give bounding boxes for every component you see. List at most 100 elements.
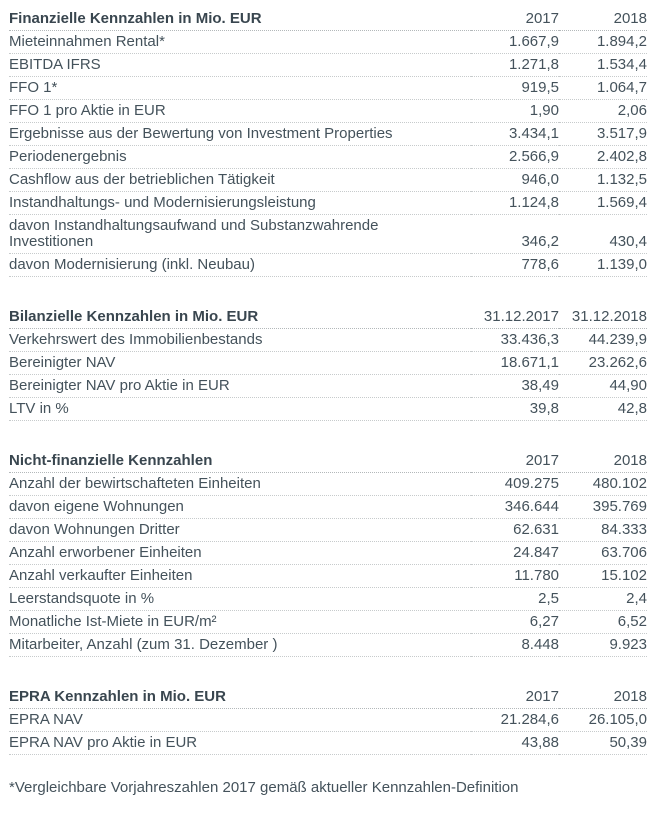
row-label: Leerstandsquote in % bbox=[9, 587, 471, 611]
row-value-col1: 11.780 bbox=[471, 564, 559, 588]
row-label: Bereinigter NAV pro Aktie in EUR bbox=[9, 374, 471, 398]
section-header-row: Nicht-finanzielle Kennzahlen 2017 2018 bbox=[9, 450, 647, 473]
row-value-col2: 15.102 bbox=[559, 564, 647, 588]
table-head: Bilanzielle Kennzahlen in Mio. EUR 31.12.… bbox=[9, 306, 647, 329]
row-value-col2: 395.769 bbox=[559, 495, 647, 519]
table-head: EPRA Kennzahlen in Mio. EUR 2017 2018 bbox=[9, 686, 647, 709]
row-label: davon eigene Wohnungen bbox=[9, 495, 471, 519]
row-value-col2: 2,06 bbox=[559, 99, 647, 123]
table-body: Verkehrswert des Immobilienbestands 33.43… bbox=[9, 328, 647, 421]
row-value-col2: 2.402,8 bbox=[559, 145, 647, 169]
row-label: EBITDA IFRS bbox=[9, 53, 471, 77]
row-value-col2: 42,8 bbox=[559, 397, 647, 421]
row-label: Ergebnisse aus der Bewertung von Investm… bbox=[9, 122, 471, 146]
row-value-col2: 84.333 bbox=[559, 518, 647, 542]
row-value-col1: 8.448 bbox=[471, 633, 559, 657]
table-row: Anzahl verkaufter Einheiten 11.780 15.102 bbox=[9, 564, 647, 588]
column-header: 2017 bbox=[471, 450, 559, 473]
kpi-table: Bilanzielle Kennzahlen in Mio. EUR 31.12.… bbox=[9, 306, 647, 421]
row-label: davon Modernisierung (inkl. Neubau) bbox=[9, 253, 471, 277]
row-value-col1: 33.436,3 bbox=[471, 328, 559, 352]
footnote: *Vergleichbare Vorjahreszahlen 2017 gemä… bbox=[9, 779, 519, 796]
kpi-table: EPRA Kennzahlen in Mio. EUR 2017 2018 EPRA … bbox=[9, 686, 647, 755]
table-head: Nicht-finanzielle Kennzahlen 2017 2018 bbox=[9, 450, 647, 473]
row-value-col2: 1.534,4 bbox=[559, 53, 647, 77]
row-value-col2: 44.239,9 bbox=[559, 328, 647, 352]
row-value-col2: 26.105,0 bbox=[559, 708, 647, 732]
table-head: Finanzielle Kennzahlen in Mio. EUR 2017 20… bbox=[9, 8, 647, 31]
row-label: davon Wohnungen Dritter bbox=[9, 518, 471, 542]
table-row: Monatliche Ist-Miete in EUR/m² 6,27 6,52 bbox=[9, 610, 647, 634]
table-row: Cashflow aus der betrieblichen Tätigkeit… bbox=[9, 168, 647, 192]
row-value-col1: 346,2 bbox=[471, 214, 559, 254]
table-row: Mitarbeiter, Anzahl (zum 31. Dezember ) 8… bbox=[9, 633, 647, 657]
table-row: EPRA NAV 21.284,6 26.105,0 bbox=[9, 708, 647, 732]
row-value-col1: 3.434,1 bbox=[471, 122, 559, 146]
table-row: Anzahl erworbener Einheiten 24.847 63.706 bbox=[9, 541, 647, 565]
report-sections: Finanzielle Kennzahlen in Mio. EUR 2017 20… bbox=[9, 8, 647, 755]
table-row: Bereinigter NAV pro Aktie in EUR 38,49 44,… bbox=[9, 374, 647, 398]
row-value-col2: 1.139,0 bbox=[559, 253, 647, 277]
row-value-col1: 43,88 bbox=[471, 731, 559, 755]
row-value-col1: 18.671,1 bbox=[471, 351, 559, 375]
section-header-row: Finanzielle Kennzahlen in Mio. EUR 2017 20… bbox=[9, 8, 647, 31]
row-value-col2: 3.517,9 bbox=[559, 122, 647, 146]
row-label: Anzahl der bewirtschafteten Einheiten bbox=[9, 472, 471, 496]
row-value-col2: 1.569,4 bbox=[559, 191, 647, 215]
row-value-col1: 1,90 bbox=[471, 99, 559, 123]
row-value-col1: 919,5 bbox=[471, 76, 559, 100]
table-row: Bereinigter NAV 18.671,1 23.262,6 bbox=[9, 351, 647, 375]
table-row: Ergebnisse aus der Bewertung von Investm… bbox=[9, 122, 647, 146]
table-row: FFO 1 pro Aktie in EUR 1,90 2,06 bbox=[9, 99, 647, 123]
row-value-col2: 63.706 bbox=[559, 541, 647, 565]
row-value-col1: 346.644 bbox=[471, 495, 559, 519]
column-header: 31.12.2017 bbox=[471, 306, 559, 329]
table-row: davon Instandhaltungsaufwand und Substan… bbox=[9, 214, 647, 254]
row-value-col1: 39,8 bbox=[471, 397, 559, 421]
row-label: Mieteinnahmen Rental* bbox=[9, 30, 471, 54]
row-value-col1: 409.275 bbox=[471, 472, 559, 496]
table-row: davon Modernisierung (inkl. Neubau) 778,6… bbox=[9, 253, 647, 277]
row-value-col2: 6,52 bbox=[559, 610, 647, 634]
row-value-col1: 1.124,8 bbox=[471, 191, 559, 215]
row-value-col2: 430,4 bbox=[559, 214, 647, 254]
table-row: LTV in % 39,8 42,8 bbox=[9, 397, 647, 421]
table-row: Leerstandsquote in % 2,5 2,4 bbox=[9, 587, 647, 611]
section-title: Bilanzielle Kennzahlen in Mio. EUR bbox=[9, 306, 471, 329]
row-label: Cashflow aus der betrieblichen Tätigkeit bbox=[9, 168, 471, 192]
row-label: Periodenergebnis bbox=[9, 145, 471, 169]
kpi-table: Finanzielle Kennzahlen in Mio. EUR 2017 20… bbox=[9, 8, 647, 277]
section-title: Nicht-finanzielle Kennzahlen bbox=[9, 450, 471, 473]
table-row: Instandhaltungs- und Modernisierungsleis… bbox=[9, 191, 647, 215]
row-value-col1: 24.847 bbox=[471, 541, 559, 565]
row-label: LTV in % bbox=[9, 397, 471, 421]
row-label: Instandhaltungs- und Modernisierungsleis… bbox=[9, 191, 471, 215]
row-label: Anzahl verkaufter Einheiten bbox=[9, 564, 471, 588]
row-value-col2: 1.894,2 bbox=[559, 30, 647, 54]
table-body: EPRA NAV 21.284,6 26.105,0 EPRA NAV pro Akt… bbox=[9, 708, 647, 755]
row-label: Bereinigter NAV bbox=[9, 351, 471, 375]
row-label: Monatliche Ist-Miete in EUR/m² bbox=[9, 610, 471, 634]
row-value-col1: 1.667,9 bbox=[471, 30, 559, 54]
row-value-col2: 2,4 bbox=[559, 587, 647, 611]
section-title: Finanzielle Kennzahlen in Mio. EUR bbox=[9, 8, 471, 31]
row-label: Mitarbeiter, Anzahl (zum 31. Dezember ) bbox=[9, 633, 471, 657]
column-header: 2017 bbox=[471, 686, 559, 709]
column-header: 31.12.2018 bbox=[559, 306, 647, 329]
column-header: 2018 bbox=[559, 8, 647, 31]
row-value-col2: 44,90 bbox=[559, 374, 647, 398]
table-row: Verkehrswert des Immobilienbestands 33.43… bbox=[9, 328, 647, 352]
table-row: davon Wohnungen Dritter 62.631 84.333 bbox=[9, 518, 647, 542]
table-body: Anzahl der bewirtschafteten Einheiten 409… bbox=[9, 472, 647, 657]
table-row: Mieteinnahmen Rental* 1.667,9 1.894,2 bbox=[9, 30, 647, 54]
column-header: 2018 bbox=[559, 450, 647, 473]
row-value-col2: 23.262,6 bbox=[559, 351, 647, 375]
row-value-col1: 2.566,9 bbox=[471, 145, 559, 169]
section-header-row: Bilanzielle Kennzahlen in Mio. EUR 31.12.… bbox=[9, 306, 647, 329]
table-body: Mieteinnahmen Rental* 1.667,9 1.894,2 EBITD… bbox=[9, 30, 647, 277]
row-label: Anzahl erworbener Einheiten bbox=[9, 541, 471, 565]
row-value-col1: 38,49 bbox=[471, 374, 559, 398]
row-value-col1: 1.271,8 bbox=[471, 53, 559, 77]
section-title: EPRA Kennzahlen in Mio. EUR bbox=[9, 686, 471, 709]
